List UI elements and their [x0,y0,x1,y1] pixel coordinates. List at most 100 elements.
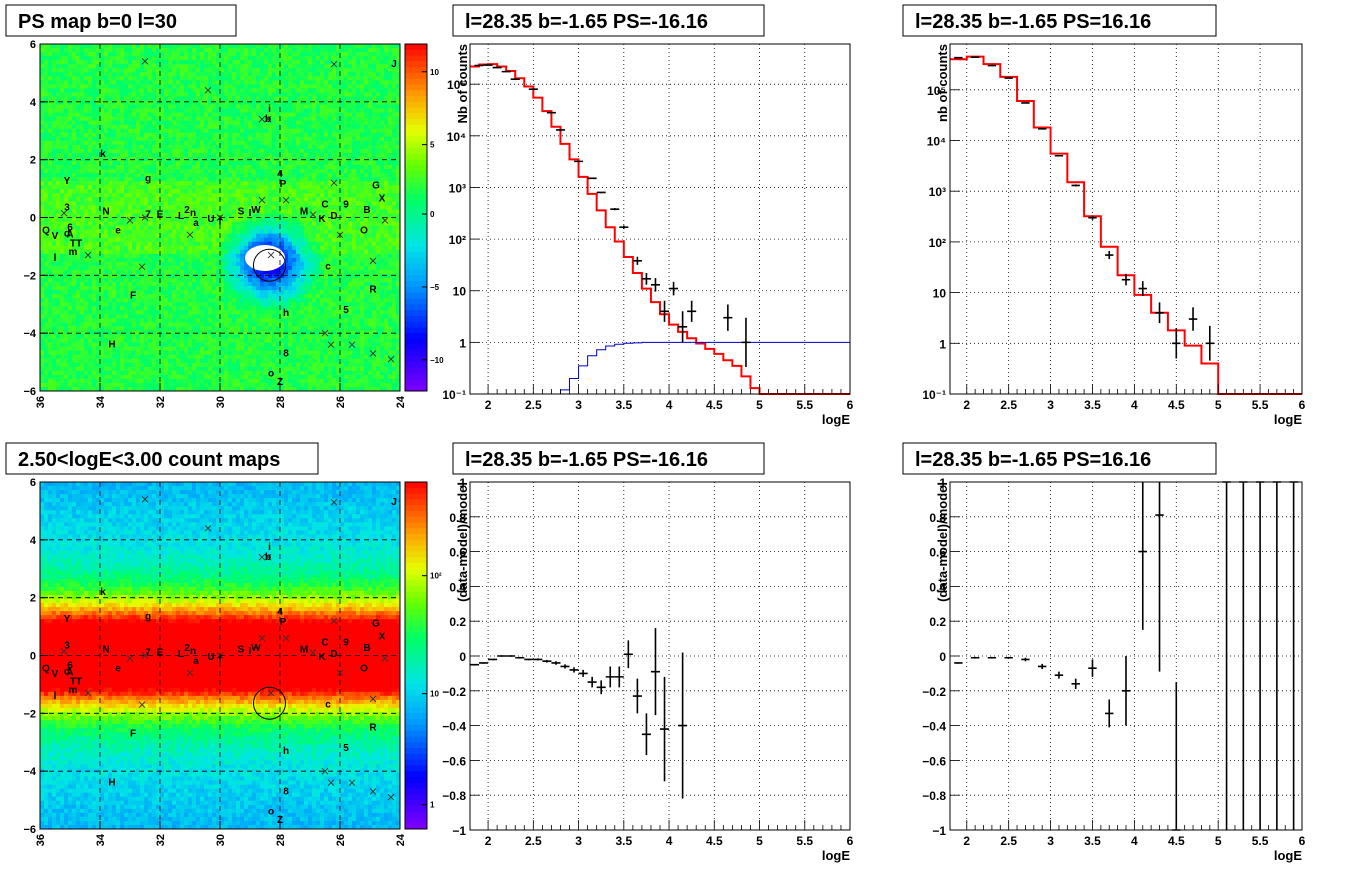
heatmap-cell [96,52,101,57]
heatmap-cell [100,169,105,174]
heatmap-cell [136,165,141,170]
heatmap-cell [248,68,253,73]
heatmap-cell [168,314,173,319]
heatmap-cell [248,185,253,190]
heatmap-cell [88,148,93,154]
heatmap-cell [68,124,73,130]
heatmap-cell [60,310,65,315]
heatmap-cell [172,120,177,126]
heatmap-cell [60,132,65,138]
heatmap-cell [96,197,101,202]
heatmap-cell [192,84,197,89]
heatmap-cell [152,80,157,85]
heatmap-cell [60,60,65,65]
heatmap-cell [148,201,153,206]
heatmap-cell [112,128,117,134]
heatmap-cell [204,221,209,226]
heatmap-cell [200,294,205,299]
heatmap-cell [184,128,189,134]
heatmap-cell [104,213,109,218]
heatmap-cell [60,249,65,255]
heatmap-cell [160,354,165,360]
heatmap-cell [40,193,45,198]
heatmap-cell [80,306,85,311]
heatmap-cell [252,318,257,323]
heatmap-cell [136,221,141,226]
heatmap-cell [240,290,245,295]
heatmap-cell [80,241,85,247]
heatmap-cell [124,80,129,85]
heatmap-cell [200,88,205,93]
heatmap-cell [228,124,233,130]
heatmap-cell [160,249,165,255]
heatmap-cell [64,350,69,356]
heatmap-cell [116,92,121,97]
heatmap-cell [52,92,57,97]
heatmap-cell [56,265,61,271]
heatmap-cell [168,177,173,182]
heatmap-cell [244,173,249,178]
heatmap-cell [120,173,125,178]
heatmap-cell [64,181,69,186]
heatmap-cell [52,128,57,134]
heatmap-cell [40,273,45,279]
heatmap-cell [152,68,157,73]
heatmap-cell [76,314,81,319]
heatmap-cell [156,144,161,150]
heatmap-cell [48,197,53,202]
heatmap-cell [212,306,217,311]
heatmap-cell [164,374,169,380]
heatmap-cell [64,257,69,263]
heatmap-cell [60,173,65,178]
heatmap-cell [132,318,137,323]
heatmap-cell [144,165,149,170]
heatmap-cell [240,241,245,247]
heatmap-cell [84,366,89,372]
heatmap-cell [220,350,225,356]
heatmap-cell [268,298,273,303]
heatmap-cell [220,221,225,226]
heatmap-cell [64,233,69,239]
heatmap-cell [188,116,193,122]
heatmap-cell [120,294,125,299]
heatmap-cell [60,68,65,73]
heatmap-cell [68,148,73,154]
heatmap-cell [88,334,93,339]
heatmap-cell [44,60,49,65]
heatmap-cell [252,354,257,360]
heatmap-cell [156,342,161,348]
heatmap-cell [232,201,237,206]
heatmap-cell [180,233,185,239]
heatmap-cell [196,124,201,130]
heatmap-cell [236,209,241,214]
heatmap-cell [124,60,129,65]
heatmap-cell [260,366,265,372]
heatmap-cell [76,306,81,311]
heatmap-cell [164,217,169,222]
heatmap-cell [188,128,193,134]
heatmap-cell [256,92,261,97]
heatmap-cell [180,169,185,174]
heatmap-cell [188,96,193,101]
heatmap-cell [96,346,101,352]
heatmap-cell [124,233,129,239]
heatmap-cell [88,116,93,122]
heatmap-cell [192,161,197,166]
heatmap-cell [148,120,153,126]
heatmap-cell [144,241,149,247]
heatmap-cell [116,152,121,158]
heatmap-cell [104,185,109,190]
heatmap-cell [220,144,225,150]
heatmap-cell [68,128,73,134]
heatmap-cell [44,233,49,239]
heatmap-cell [132,350,137,356]
heatmap-cell [180,326,185,331]
heatmap-cell [180,44,185,49]
heatmap-cell [224,245,229,251]
heatmap-cell [148,197,153,202]
heatmap-cell [88,386,93,392]
heatmap-cell [200,144,205,150]
heatmap-cell [132,330,137,335]
heatmap-cell [268,374,273,380]
heatmap-cell [216,229,221,235]
